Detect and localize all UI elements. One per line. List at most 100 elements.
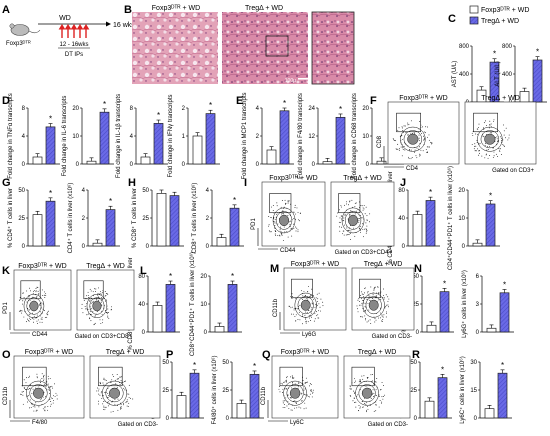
- event-dot: [349, 395, 351, 396]
- y-tick-label: 0: [76, 162, 80, 168]
- event-dot: [364, 287, 366, 289]
- event-dot: [502, 144, 504, 146]
- event-dot: [476, 128, 478, 130]
- panel-letter-l: L: [140, 265, 147, 277]
- y-axis-label: ALT (U/L): [495, 61, 501, 86]
- event-dot: [41, 373, 43, 375]
- event-dot: [104, 392, 106, 393]
- event-dot: [45, 396, 47, 398]
- event-dot: [310, 391, 312, 392]
- event-dot: [287, 215, 289, 216]
- event-dot: [27, 395, 29, 397]
- event-dot: [43, 379, 44, 381]
- y-tick-label: 800: [459, 44, 470, 50]
- event-dot: [408, 158, 410, 159]
- event-dot: [89, 300, 91, 302]
- event-dot: [306, 297, 308, 299]
- event-dot: [366, 409, 368, 411]
- event-dot: [281, 383, 283, 385]
- event-dot: [277, 235, 279, 237]
- event-dot: [358, 304, 360, 306]
- event-dot: [378, 299, 380, 301]
- event-dot: [294, 204, 296, 206]
- bar-chart-d-3: 0 10 20 Fold change in IL-6 transcripts *: [62, 96, 114, 176]
- event-dot: [36, 377, 38, 379]
- event-dot: [309, 396, 310, 398]
- event-dot: [383, 385, 384, 387]
- scale-bar-label: 100μ: [285, 78, 296, 84]
- event-dot: [282, 400, 284, 402]
- bar-control: [152, 305, 163, 333]
- event-dot: [340, 221, 342, 223]
- event-dot: [291, 227, 293, 229]
- event-dot: [398, 150, 400, 151]
- y-tick-label: 4: [82, 188, 86, 194]
- event-dot: [349, 386, 351, 388]
- event-dot: [278, 234, 280, 236]
- event-dot: [489, 120, 491, 122]
- event-dot: [102, 319, 104, 321]
- bar-chart-n-18: 0 3 6 Ly6G⁺ cells in liver (x10⁶) *: [461, 270, 514, 338]
- event-dot: [35, 402, 37, 404]
- event-dot: [105, 294, 107, 296]
- event-dot: [361, 400, 363, 402]
- event-dot: [374, 380, 376, 382]
- event-dot: [36, 286, 38, 288]
- event-dot: [402, 147, 404, 149]
- event-dot: [94, 315, 96, 317]
- event-dot: [380, 402, 382, 404]
- event-dot: [38, 294, 40, 296]
- event-dot: [382, 316, 384, 318]
- event-dot: [426, 151, 428, 153]
- y-tick-label: 80: [398, 188, 405, 194]
- event-dot: [309, 296, 310, 298]
- event-dot: [341, 206, 343, 208]
- event-dot: [383, 297, 385, 298]
- flow-title-control: Foxp3ᴰᵀᴿ + WD: [269, 175, 317, 182]
- event-dot: [483, 136, 485, 138]
- event-dot: [349, 385, 351, 387]
- event-dot: [343, 234, 345, 236]
- event-dot: [385, 316, 387, 318]
- event-dot: [107, 308, 109, 310]
- histology-inset: [311, 11, 355, 85]
- significance-star: *: [283, 99, 286, 108]
- event-dot: [318, 310, 319, 312]
- event-dot: [425, 126, 427, 128]
- event-dot: [288, 407, 290, 409]
- event-dot: [361, 302, 363, 304]
- event-dot: [362, 316, 364, 318]
- event-dot: [503, 145, 505, 147]
- event-dot: [306, 320, 307, 322]
- event-dot: [302, 380, 304, 382]
- y-tick-label: 0: [462, 244, 466, 250]
- event-dot: [294, 400, 296, 402]
- event-dot: [19, 310, 21, 312]
- event-dot: [275, 234, 277, 236]
- density-contour: [348, 214, 359, 227]
- event-dot: [31, 392, 33, 394]
- event-dot: [42, 303, 44, 305]
- event-dot: [318, 317, 320, 319]
- event-dot: [294, 383, 296, 385]
- event-dot: [372, 396, 374, 398]
- panel-letter-b: B: [124, 4, 132, 16]
- event-dot: [33, 315, 35, 317]
- event-dot: [32, 388, 34, 390]
- event-dot: [101, 322, 103, 324]
- event-dot: [29, 407, 30, 409]
- event-dot: [28, 375, 30, 377]
- event-dot: [107, 401, 109, 403]
- event-dot: [405, 132, 407, 134]
- event-dot: [273, 221, 275, 223]
- bar-control: [322, 161, 333, 165]
- bar-treg: [485, 203, 496, 247]
- event-dot: [382, 294, 384, 296]
- event-dot: [478, 154, 480, 156]
- event-dot: [380, 299, 382, 301]
- event-dot: [355, 202, 357, 204]
- y-tick-label: 0: [204, 330, 208, 336]
- significance-star: *: [443, 279, 446, 288]
- event-dot: [364, 402, 366, 404]
- event-dot: [297, 212, 299, 214]
